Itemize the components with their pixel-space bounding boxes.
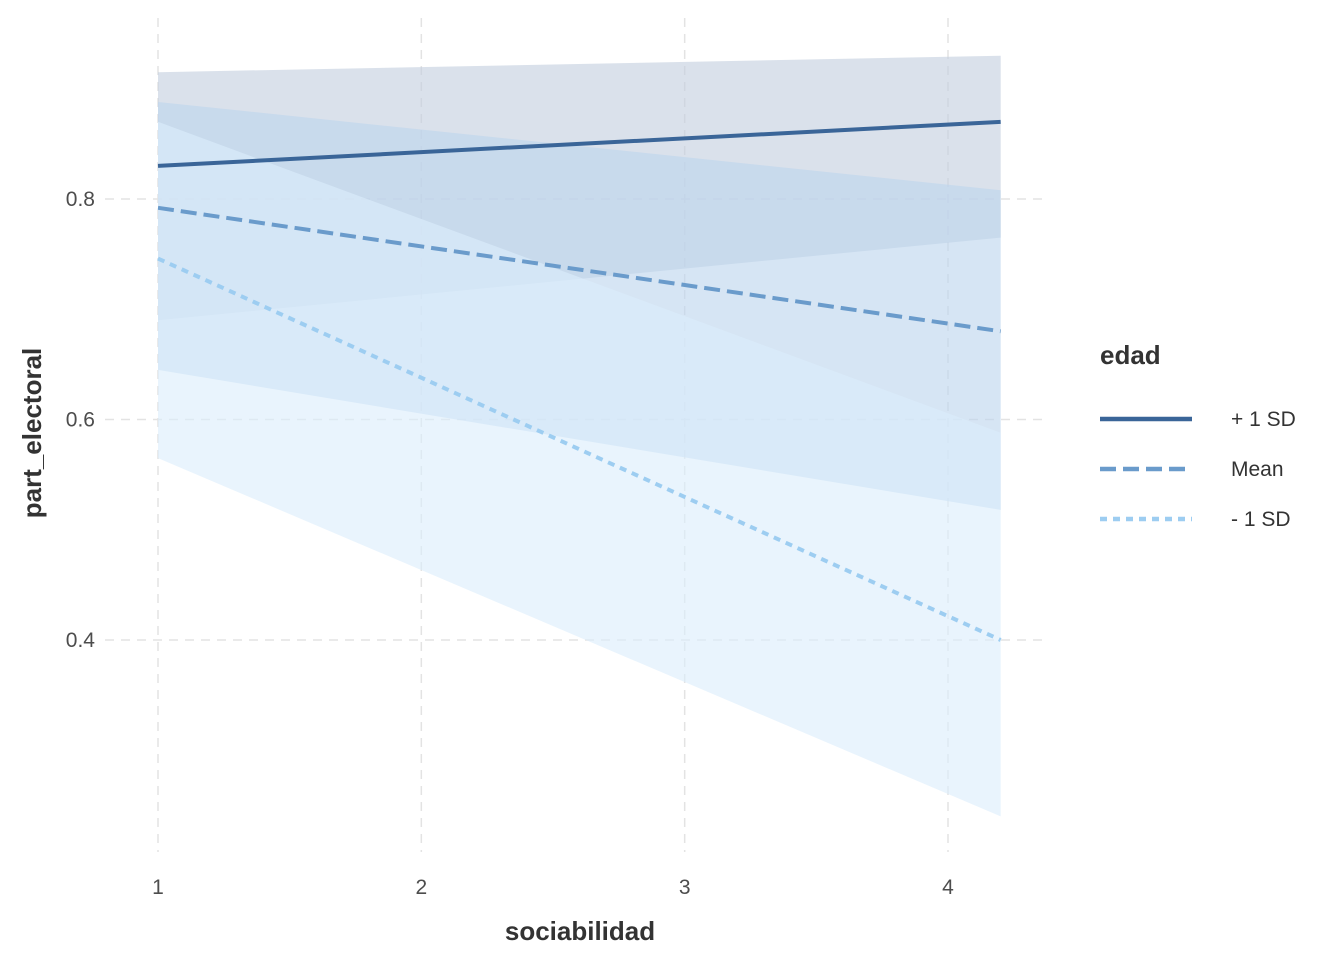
confidence-ribbons	[158, 55, 1001, 817]
legend-items: + 1 SD Mean - 1 SD	[1100, 408, 1296, 531]
legend-item-label: Mean	[1231, 458, 1284, 481]
series-line-1	[157, 119, 1001, 168]
y-tick-label: 0.8	[66, 188, 95, 211]
x-tick-label: 3	[679, 876, 691, 899]
series-line-3	[157, 256, 1002, 642]
series-lines	[157, 119, 1002, 642]
legend: edad + 1 SD Mean - 1 SD	[1100, 340, 1296, 531]
x-tick-label: 1	[152, 876, 164, 899]
y-tick-label: 0.6	[66, 409, 95, 432]
tick-labels: 1 2 3 4 0.4 0.6 0.8	[66, 188, 954, 899]
y-tick-label: 0.4	[66, 629, 96, 652]
ci-ribbon-series-3	[158, 121, 1001, 817]
legend-item-label: + 1 SD	[1231, 408, 1296, 431]
legend-item: Mean	[1100, 458, 1284, 481]
legend-item: - 1 SD	[1100, 508, 1291, 531]
legend-item-label: - 1 SD	[1231, 508, 1291, 531]
y-axis-title: part_electoral	[17, 348, 47, 519]
x-axis-title: sociabilidad	[505, 916, 655, 946]
x-tick-label: 2	[415, 876, 427, 899]
series-line-2	[157, 205, 1001, 334]
x-tick-label: 4	[942, 876, 954, 899]
legend-title: edad	[1100, 340, 1161, 370]
legend-item: + 1 SD	[1100, 408, 1296, 431]
